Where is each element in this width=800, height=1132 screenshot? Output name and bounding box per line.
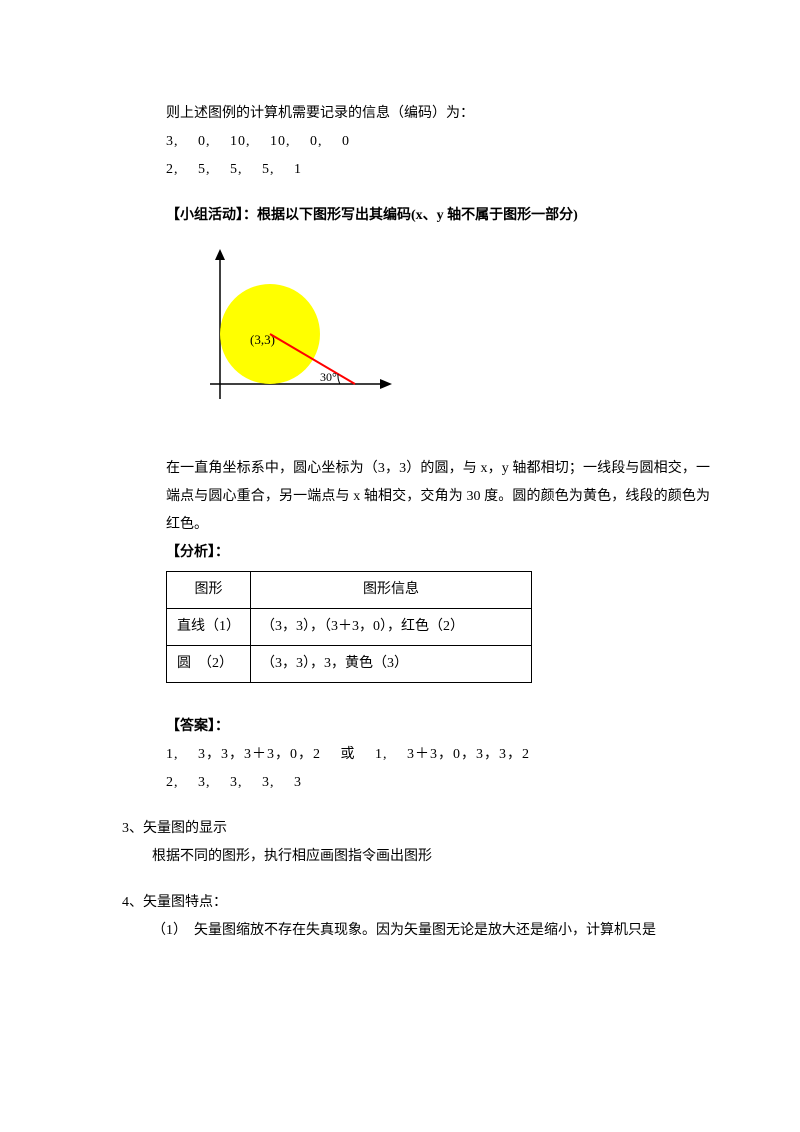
- answer-line-2: 2, 3, 3, 3, 3: [110, 769, 710, 797]
- code-line-2: 2, 5, 5, 5, 1: [110, 156, 710, 184]
- section-3-title: 3、矢量图的显示: [110, 815, 710, 843]
- section-4-item-1: （1） 矢量图缩放不存在失真现象。因为矢量图无论是放大还是缩小，计算机只是: [110, 917, 710, 945]
- table-row: 圆 （2） （3，3），3，黄色（3）: [167, 646, 532, 683]
- table-row: 图形 图形信息: [167, 572, 532, 609]
- activity-heading: 【小组活动】：根据以下图形写出其编码(x、y 轴不属于图形一部分): [110, 202, 710, 230]
- analysis-table: 图形 图形信息 直线（1） （3，3），（3＋3，0），红色（2） 圆 （2） …: [166, 571, 532, 683]
- answer-heading: 【答案】：: [110, 713, 710, 741]
- code-line-1: 3, 0, 10, 10, 0, 0: [110, 128, 710, 156]
- diagram-description: 在一直角坐标系中，圆心坐标为（3，3）的圆，与 x，y 轴都相切；一线段与圆相交…: [110, 455, 710, 539]
- intro-text: 则上述图例的计算机需要记录的信息（编码）为：: [110, 100, 710, 128]
- table-cell: （3，3），（3＋3，0），红色（2）: [251, 609, 532, 646]
- table-cell: （3，3），3，黄色（3）: [251, 646, 532, 683]
- table-cell: 直线（1）: [167, 609, 251, 646]
- coordinate-diagram: (3,3) 30°: [110, 244, 710, 425]
- table-header-shape: 图形: [167, 572, 251, 609]
- table-header-info: 图形信息: [251, 572, 532, 609]
- table-row: 直线（1） （3，3），（3＋3，0），红色（2）: [167, 609, 532, 646]
- answer-line-1: 1, 3，3，3＋3，0，2 或 1, 3＋3，0，3，3，2: [110, 741, 710, 769]
- analysis-heading: 【分析】：: [110, 539, 710, 567]
- angle-label: 30°: [320, 370, 337, 384]
- table-cell: 圆 （2）: [167, 646, 251, 683]
- section-3-body: 根据不同的图形，执行相应画图指令画出图形: [110, 843, 710, 871]
- section-4-title: 4、矢量图特点：: [110, 889, 710, 917]
